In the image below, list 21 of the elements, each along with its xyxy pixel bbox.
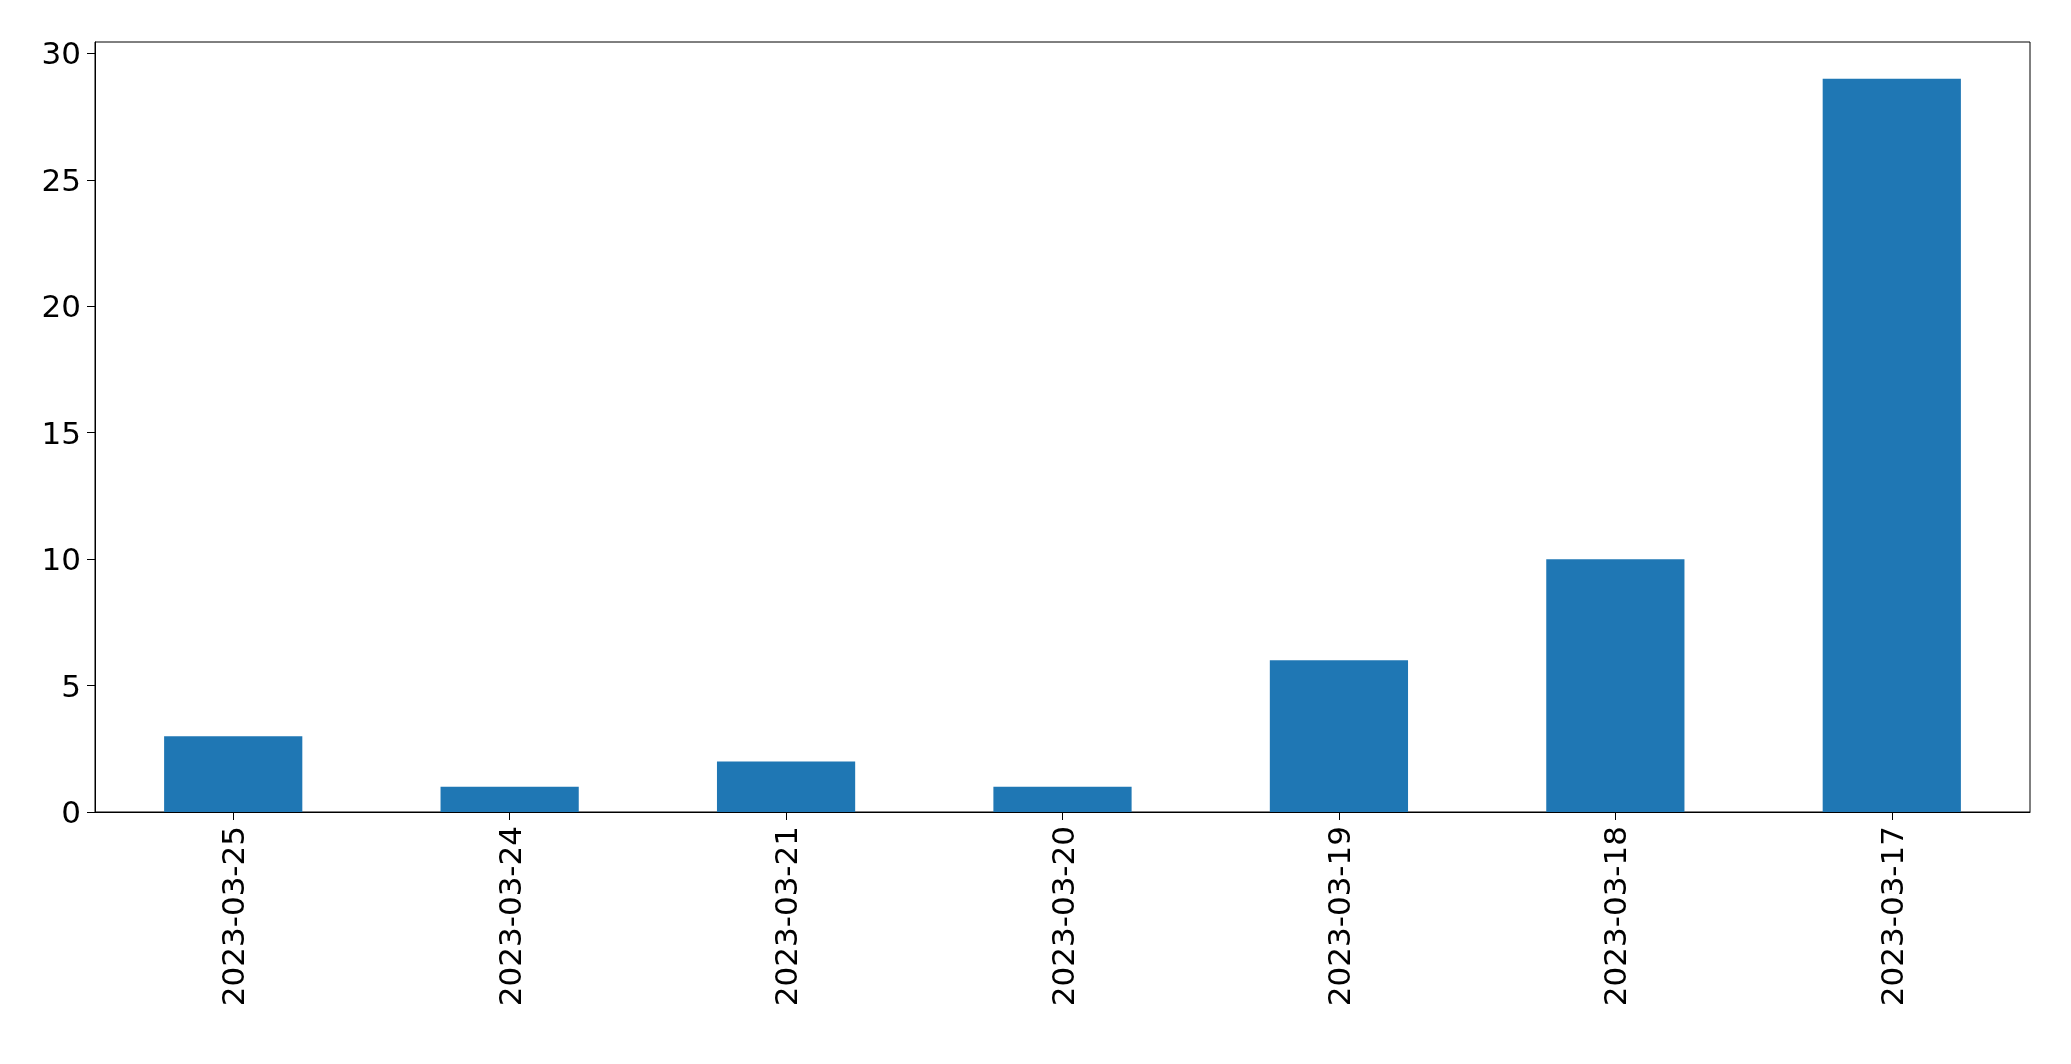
y-tick-label: 0 bbox=[61, 794, 81, 830]
bar bbox=[716, 761, 856, 812]
x-tick-label: 2023-03-20 bbox=[1044, 826, 1081, 1007]
bar bbox=[993, 786, 1132, 812]
bar bbox=[1822, 78, 1961, 812]
x-tick-label: 2023-03-24 bbox=[491, 826, 528, 1007]
x-tick-label: 2023-03-25 bbox=[215, 826, 252, 1007]
y-tick-label: 20 bbox=[41, 288, 81, 325]
y-tick-label: 15 bbox=[41, 414, 81, 451]
y-tick-label: 25 bbox=[41, 161, 81, 198]
x-tick-label: 2023-03-18 bbox=[1597, 826, 1634, 1007]
y-tick-label: 30 bbox=[41, 35, 81, 72]
bar bbox=[1546, 559, 1685, 812]
x-tick-label: 2023-03-17 bbox=[1873, 826, 1910, 1007]
bar bbox=[164, 736, 303, 812]
y-tick-label: 10 bbox=[41, 541, 81, 578]
x-tick-label: 2023-03-19 bbox=[1320, 826, 1357, 1007]
bar bbox=[1269, 660, 1409, 812]
x-tick-label: 2023-03-21 bbox=[768, 826, 805, 1007]
bar bbox=[440, 786, 579, 812]
y-tick-label: 5 bbox=[61, 667, 81, 704]
